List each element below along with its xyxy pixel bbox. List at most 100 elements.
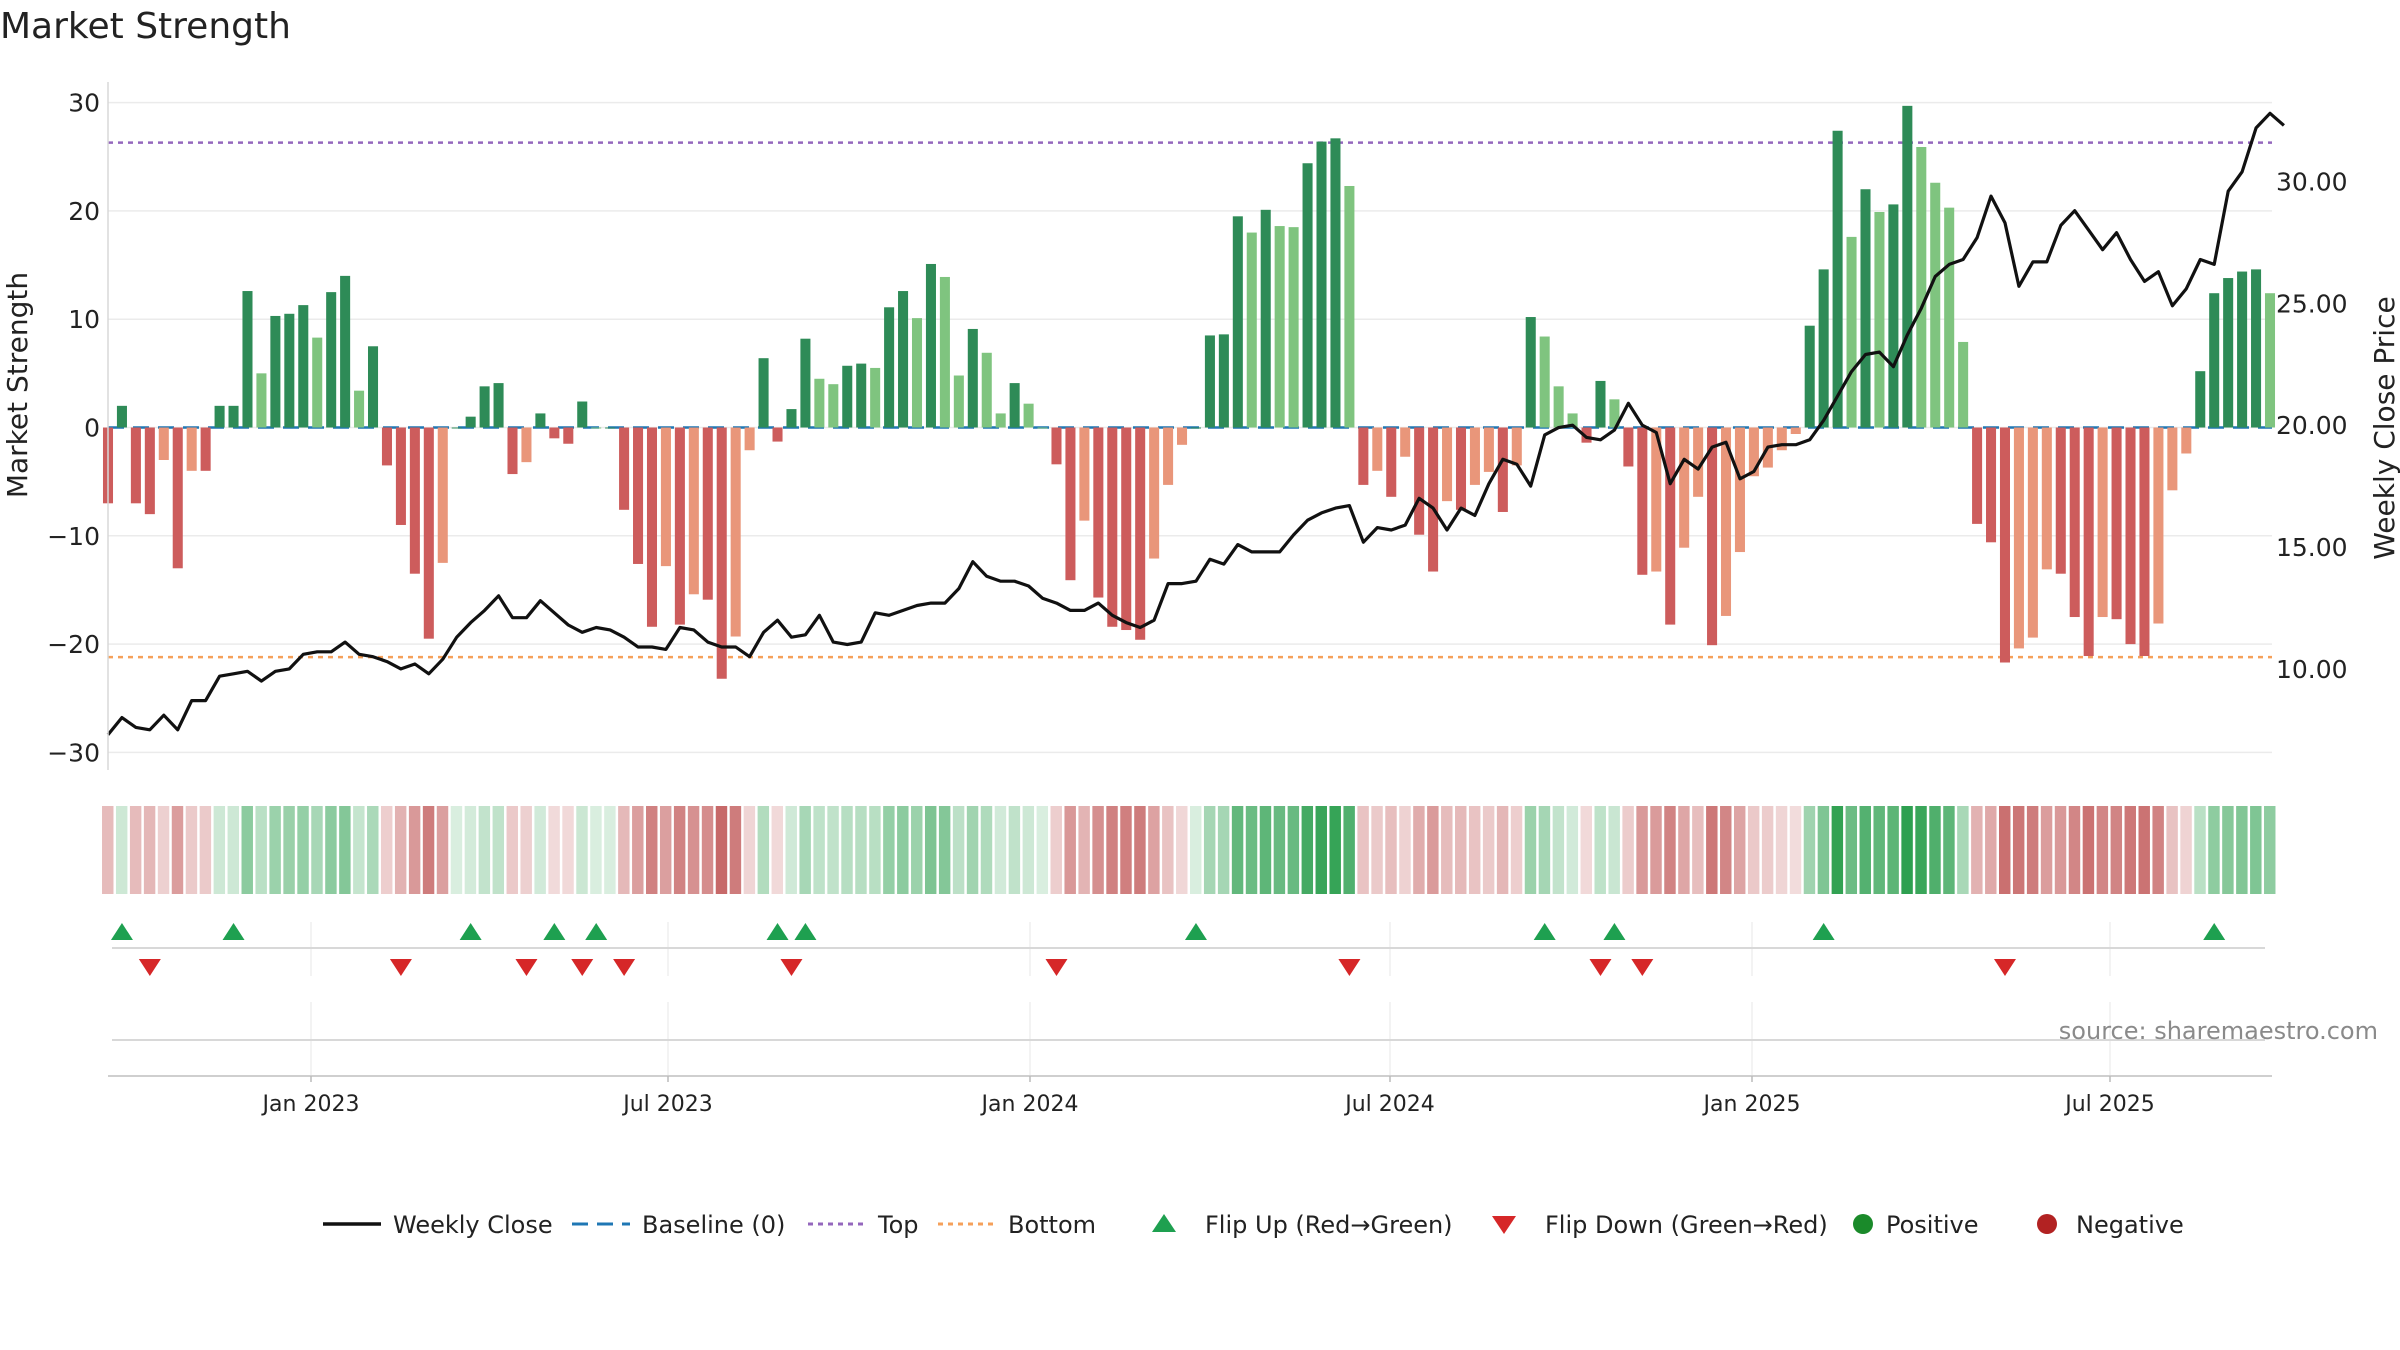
heat-cell bbox=[1092, 806, 1104, 894]
heat-cell bbox=[1971, 806, 1983, 894]
strength-bar bbox=[409, 427, 420, 574]
heat-cell bbox=[1594, 806, 1606, 894]
heat-cell bbox=[450, 806, 463, 894]
heat-cell bbox=[2026, 806, 2039, 894]
strength-bar bbox=[2223, 278, 2234, 428]
strength-bar bbox=[1274, 226, 1285, 428]
heat-cell bbox=[2250, 806, 2262, 894]
heat-cell bbox=[255, 806, 267, 894]
heat-cell bbox=[841, 806, 853, 894]
heat-cell bbox=[1678, 806, 1690, 894]
heat-cell bbox=[827, 806, 839, 894]
weekly-close-line bbox=[106, 111, 2285, 736]
heat-cell bbox=[2166, 806, 2178, 894]
strength-bar bbox=[1107, 427, 1118, 627]
legend-label: Flip Up (Red→Green) bbox=[1205, 1211, 1453, 1239]
heat-cell bbox=[1273, 806, 1286, 894]
strength-bar bbox=[953, 375, 964, 428]
strength-bar bbox=[2139, 427, 2150, 657]
strength-bars bbox=[102, 105, 2276, 679]
source-label: source: sharemaestro.com bbox=[2059, 1017, 2378, 1045]
strength-bar bbox=[1037, 427, 1048, 429]
strength-bar bbox=[702, 427, 713, 600]
strength-bar bbox=[1972, 427, 1983, 524]
heat-cell bbox=[115, 806, 128, 894]
strength-bar bbox=[1511, 427, 1522, 466]
strength-bar bbox=[563, 427, 574, 444]
flip-up-marker bbox=[794, 923, 817, 940]
heat-cell bbox=[199, 806, 212, 894]
heat-cell bbox=[1162, 806, 1174, 894]
right-tick-label: 25.00 bbox=[2276, 289, 2348, 318]
right-axis-title: Weekly Close Price bbox=[2368, 296, 2400, 559]
bottom-axis: Jan 2023 Jul 2023 Jan 2024 Jul 2024 Jan 2025… bbox=[108, 1002, 2272, 1117]
heat-cell bbox=[980, 806, 993, 894]
strength-bar bbox=[186, 427, 197, 471]
heat-cell bbox=[632, 806, 644, 894]
strength-bar bbox=[1637, 427, 1648, 575]
heat-cell bbox=[1706, 806, 1718, 894]
strength-bar bbox=[1944, 207, 1955, 428]
strength-bar bbox=[354, 390, 365, 428]
heat-cell bbox=[2222, 806, 2234, 894]
heat-cell bbox=[1008, 806, 1021, 894]
strength-bar bbox=[1693, 427, 1704, 497]
strength-bar bbox=[1679, 427, 1690, 548]
strength-bar bbox=[1023, 403, 1034, 428]
strength-bar bbox=[786, 409, 797, 428]
strength-bar bbox=[730, 427, 741, 637]
strength-bar bbox=[1748, 427, 1759, 477]
strength-bar bbox=[1832, 130, 1843, 428]
heat-cell bbox=[2040, 806, 2053, 894]
heat-cell bbox=[2236, 806, 2248, 894]
strength-bar bbox=[1609, 399, 1620, 428]
heat-cell bbox=[1775, 806, 1788, 894]
x-tick-label: Jan 2024 bbox=[980, 1092, 1079, 1117]
strength-bar bbox=[1372, 427, 1383, 471]
heat-cell bbox=[604, 806, 616, 894]
legend-label: Baseline (0) bbox=[642, 1211, 785, 1239]
strength-bar bbox=[744, 427, 755, 451]
heat-cell bbox=[171, 806, 184, 894]
strength-bar bbox=[1135, 427, 1146, 640]
strength-bar bbox=[1776, 427, 1787, 451]
strength-bar bbox=[465, 416, 476, 428]
heat-cell bbox=[1468, 806, 1481, 894]
heat-cell bbox=[1190, 806, 1202, 894]
legend-label: Bottom bbox=[1008, 1211, 1096, 1239]
heat-cell bbox=[353, 806, 365, 894]
strength-bar bbox=[298, 305, 309, 428]
strength-bar bbox=[814, 378, 825, 428]
strength-bar bbox=[1999, 427, 2011, 663]
heat-cell bbox=[520, 806, 532, 894]
heat-cell bbox=[143, 806, 156, 894]
strength-bar bbox=[270, 315, 281, 428]
strength-bar bbox=[1623, 427, 1634, 467]
strength-bar bbox=[1302, 163, 1313, 428]
heat-cell bbox=[1636, 806, 1648, 894]
heat-cell bbox=[1022, 806, 1035, 894]
strength-bar bbox=[1651, 427, 1662, 572]
heat-cell bbox=[506, 806, 518, 894]
heat-cell bbox=[325, 806, 337, 894]
strength-bar bbox=[1260, 209, 1271, 428]
flip-down-marker bbox=[138, 959, 161, 976]
heat-cell bbox=[1287, 806, 1300, 894]
flip-up-marker bbox=[543, 923, 566, 940]
strength-bar bbox=[2264, 293, 2276, 428]
strength-bar bbox=[856, 363, 867, 428]
heat-cell bbox=[1538, 806, 1551, 894]
strength-bar bbox=[1581, 427, 1592, 443]
heat-cell bbox=[1399, 806, 1411, 894]
heat-cell bbox=[2194, 806, 2206, 894]
heat-cell bbox=[1943, 806, 1955, 894]
heat-cell bbox=[1231, 806, 1244, 894]
strength-bar bbox=[2013, 427, 2024, 649]
heat-cell bbox=[883, 806, 895, 894]
strength-bar bbox=[1469, 427, 1480, 485]
left-tick-label: 30 bbox=[68, 89, 100, 118]
heat-cell bbox=[562, 806, 574, 894]
strength-bar bbox=[2195, 371, 2206, 428]
legend-flip-down-icon bbox=[1492, 1216, 1516, 1234]
left-tick-label: −10 bbox=[47, 522, 100, 551]
